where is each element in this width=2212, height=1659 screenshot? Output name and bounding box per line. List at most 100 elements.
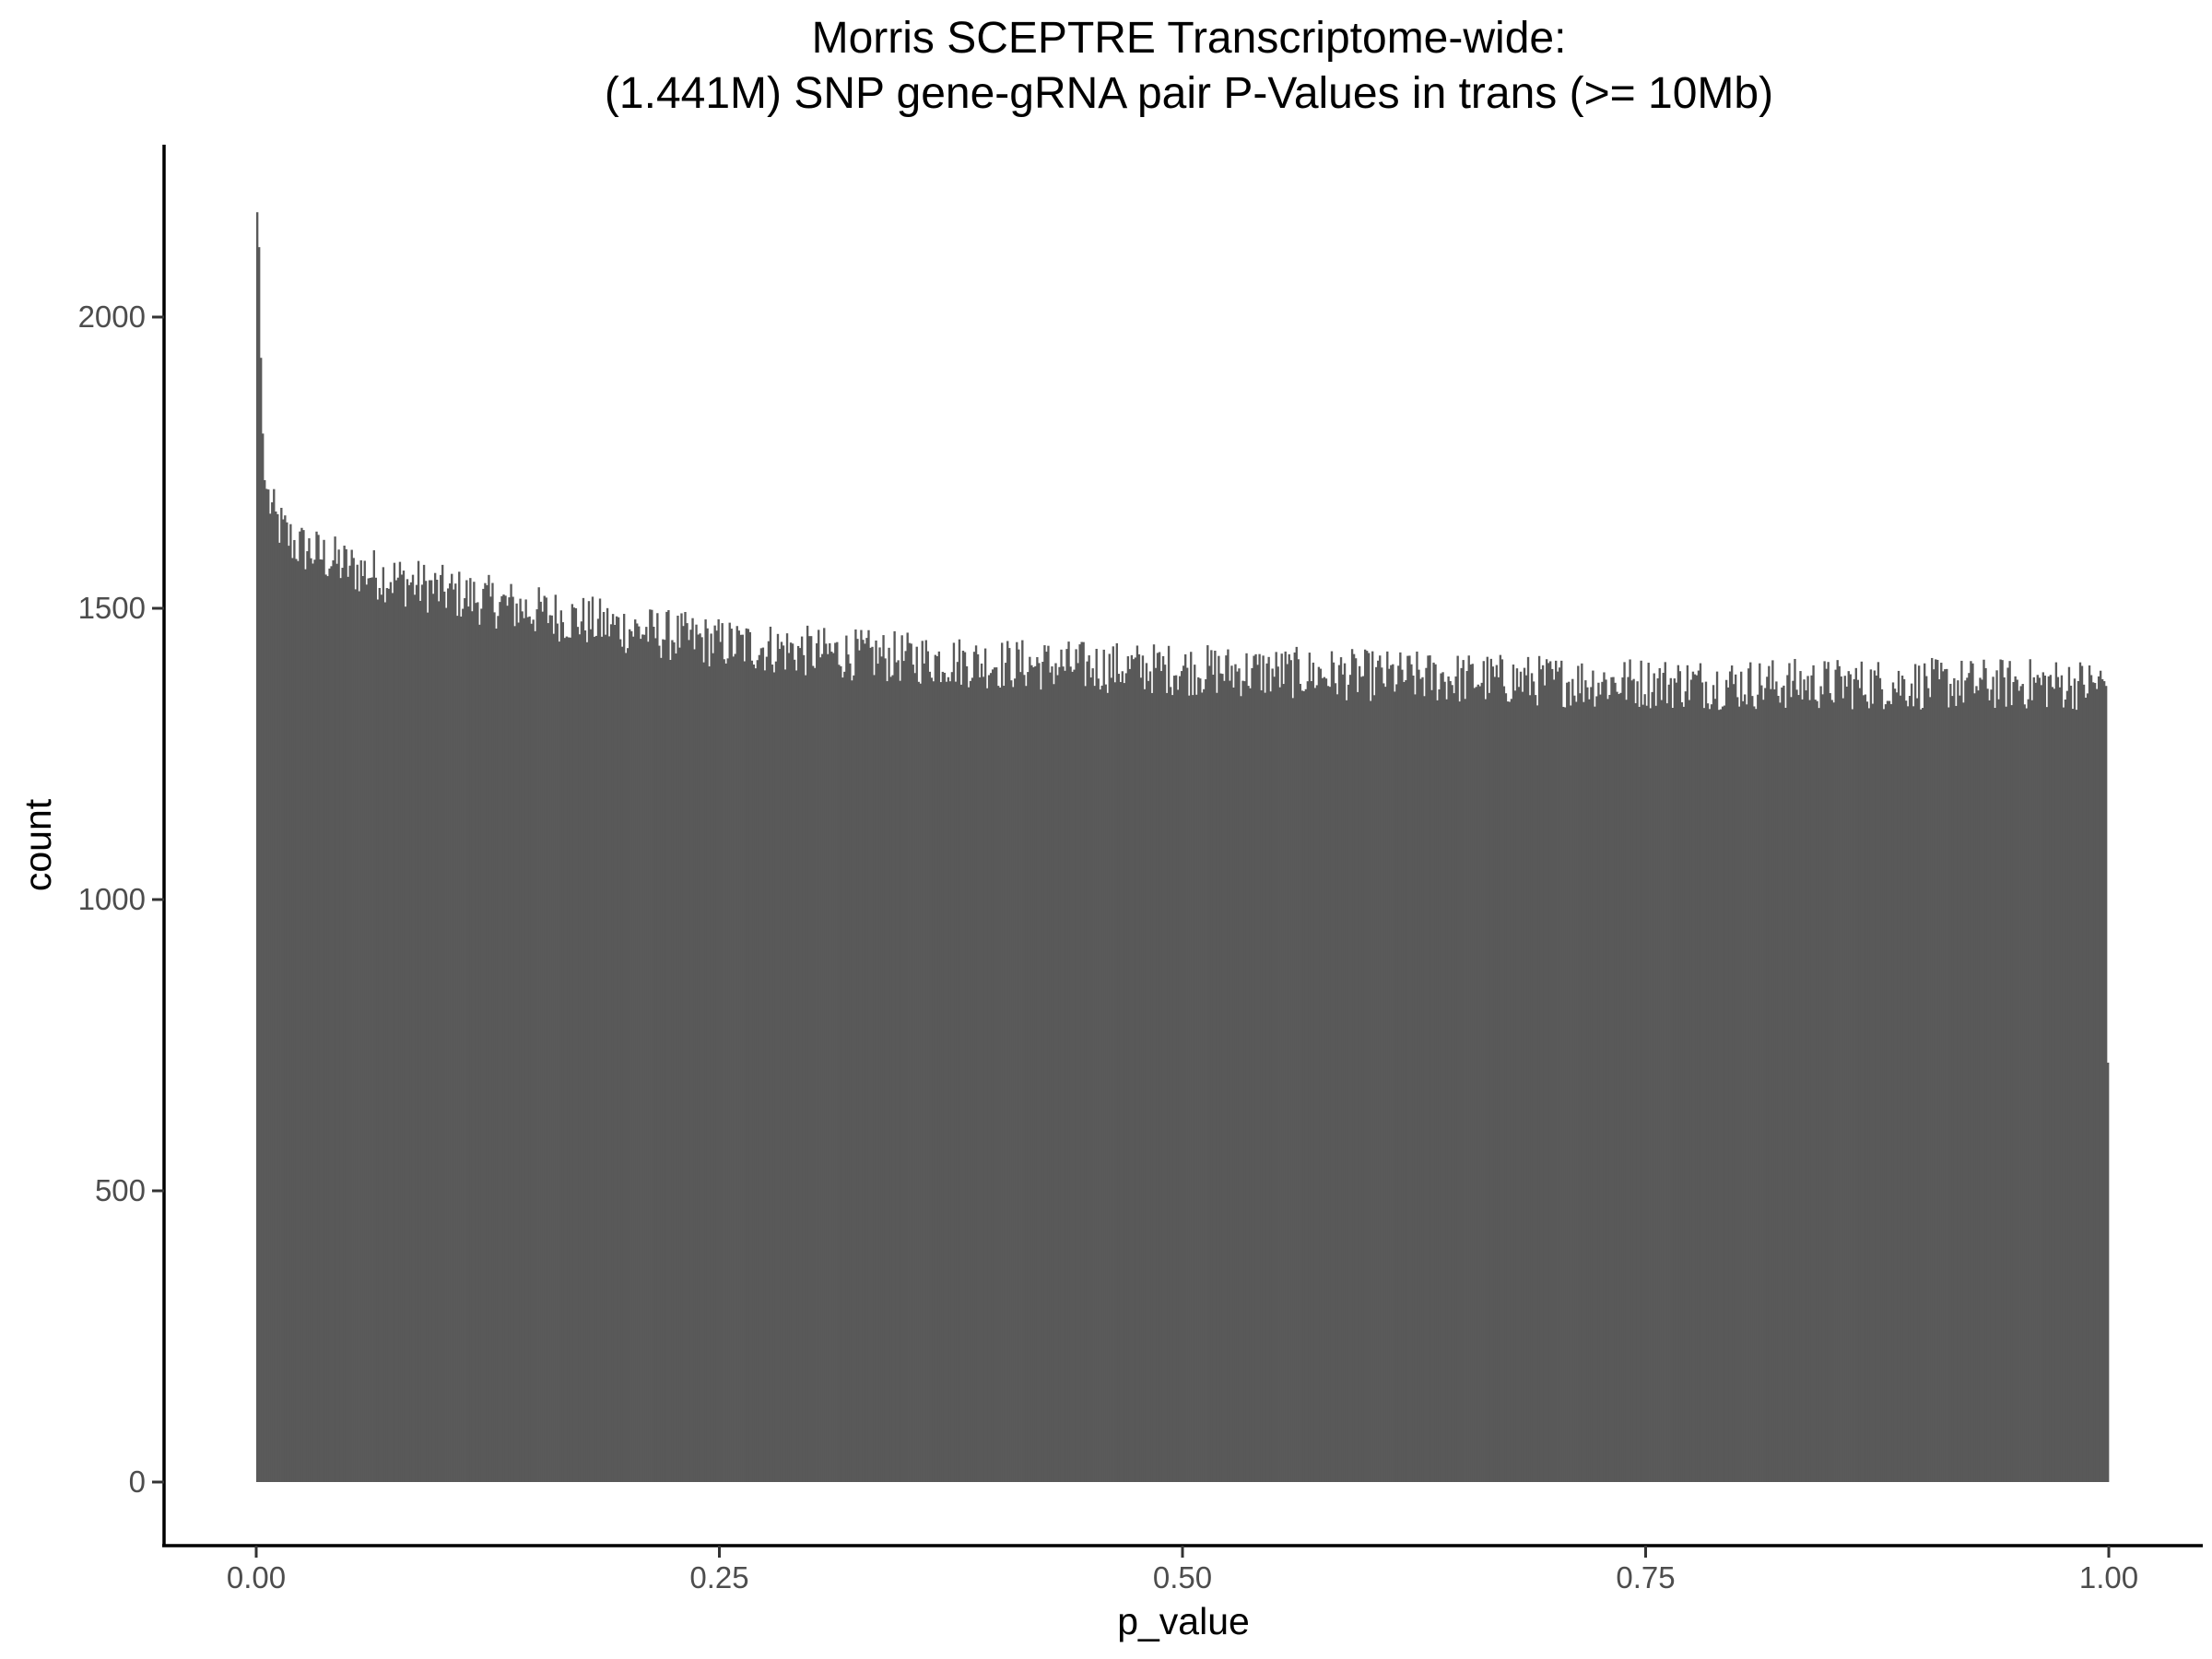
histogram-bar (1108, 653, 1111, 1482)
histogram-bar (2071, 709, 2075, 1482)
histogram-bar (1313, 688, 1317, 1482)
histogram-bar (288, 546, 290, 1482)
histogram-bar (289, 524, 292, 1483)
histogram-bar (618, 639, 622, 1482)
histogram-bar (1832, 702, 1835, 1482)
histogram-bar (1517, 687, 1521, 1482)
histogram-bar (486, 584, 488, 1482)
histogram-bar (1395, 684, 1398, 1482)
histogram-bar (1526, 656, 1530, 1482)
histogram-bar (317, 535, 320, 1482)
histogram-bar (841, 677, 844, 1482)
histogram-bar (854, 629, 857, 1482)
histogram-bar (1163, 665, 1167, 1482)
histogram-bar (2038, 677, 2041, 1482)
histogram-bar (1188, 695, 1191, 1482)
chart-subtitle: (1.441M) SNP gene-gRNA pair P-Values in … (605, 69, 1773, 118)
histogram-bar (615, 616, 618, 1482)
histogram-bar (1135, 645, 1139, 1482)
histogram-bar (1738, 706, 1741, 1482)
histogram-bar (1699, 663, 1702, 1482)
histogram-bar (394, 580, 398, 1482)
histogram-bar (912, 665, 914, 1482)
histogram-bar (624, 653, 628, 1482)
histogram-bar (1184, 653, 1187, 1482)
histogram-bar (1708, 709, 1712, 1482)
histogram-bar (1917, 665, 1921, 1482)
histogram-bar (378, 587, 382, 1482)
histogram-bar (363, 560, 366, 1482)
histogram-bar (991, 669, 994, 1482)
histogram-bar (589, 629, 593, 1482)
histogram-bar (1942, 671, 1945, 1482)
histogram-bar (1656, 678, 1659, 1482)
histogram-bar (954, 681, 958, 1482)
histogram-bar (869, 647, 872, 1482)
histogram-bar (2080, 665, 2084, 1482)
histogram-bar (2032, 677, 2035, 1482)
histogram-bar (1174, 675, 1178, 1482)
histogram-bar (1562, 706, 1565, 1482)
histogram-bar (1999, 659, 2002, 1482)
histogram-bar (1801, 699, 1804, 1482)
histogram-bar (1925, 676, 1928, 1482)
histogram-bar (1234, 664, 1237, 1482)
histogram-bar (1775, 681, 1778, 1482)
histogram-bar (1392, 664, 1394, 1482)
histogram-bar (1473, 688, 1476, 1482)
histogram-bar (2051, 687, 2054, 1482)
histogram-bar (582, 597, 585, 1482)
histogram-bar (2018, 690, 2020, 1482)
histogram-bar (271, 502, 274, 1482)
histogram-bar (1464, 699, 1466, 1482)
histogram-bar (264, 479, 266, 1483)
histogram-bar (1788, 663, 1791, 1482)
histogram-bar (2029, 659, 2031, 1482)
histogram-bar (1592, 670, 1594, 1482)
histogram-bar (1143, 688, 1147, 1482)
histogram-bar (1214, 651, 1217, 1482)
histogram-bar (1358, 665, 1361, 1482)
histogram-bar (1273, 677, 1276, 1482)
histogram-bar (1065, 649, 1068, 1482)
histogram-bar (508, 597, 511, 1482)
histogram-bar (627, 648, 629, 1482)
histogram-bar (2027, 699, 2030, 1482)
histogram-bar (1502, 686, 1506, 1482)
histogram-bar (708, 666, 711, 1482)
histogram-bar (1368, 653, 1371, 1482)
histogram-bar (767, 641, 771, 1482)
histogram-bar (1630, 680, 1633, 1482)
histogram-bar (1784, 707, 1787, 1482)
histogram-bar (1504, 693, 1508, 1482)
histogram-bar (1988, 700, 1991, 1482)
histogram-bar (1043, 645, 1046, 1482)
histogram-bar (1497, 677, 1500, 1482)
histogram-bar (354, 589, 357, 1482)
histogram-bar (1860, 661, 1864, 1482)
histogram-bar (793, 659, 796, 1482)
histogram-bar (1029, 656, 1031, 1482)
histogram-bar (1573, 695, 1576, 1482)
histogram-bar (1317, 666, 1321, 1482)
histogram-bar (1523, 667, 1526, 1482)
histogram-bar (1216, 692, 1218, 1482)
histogram-bar (359, 559, 362, 1482)
histogram-bar (273, 488, 276, 1483)
histogram-bar (1319, 668, 1323, 1482)
histogram-bar (267, 489, 270, 1482)
histogram-bar (1238, 668, 1241, 1482)
histogram-bar (467, 606, 470, 1482)
histogram-bar (1959, 695, 1961, 1482)
histogram-bar (1075, 649, 1077, 1482)
histogram-bar (1036, 657, 1039, 1482)
histogram-bar (572, 607, 576, 1482)
histogram-bar (1119, 681, 1123, 1482)
histogram-bar (1621, 677, 1624, 1482)
histogram-bar (464, 598, 466, 1482)
histogram-bar (1792, 680, 1794, 1482)
histogram-bar (356, 564, 359, 1482)
histogram-bar (1862, 695, 1865, 1482)
histogram-bar (2005, 706, 2007, 1482)
histogram-bar (1643, 694, 1646, 1482)
